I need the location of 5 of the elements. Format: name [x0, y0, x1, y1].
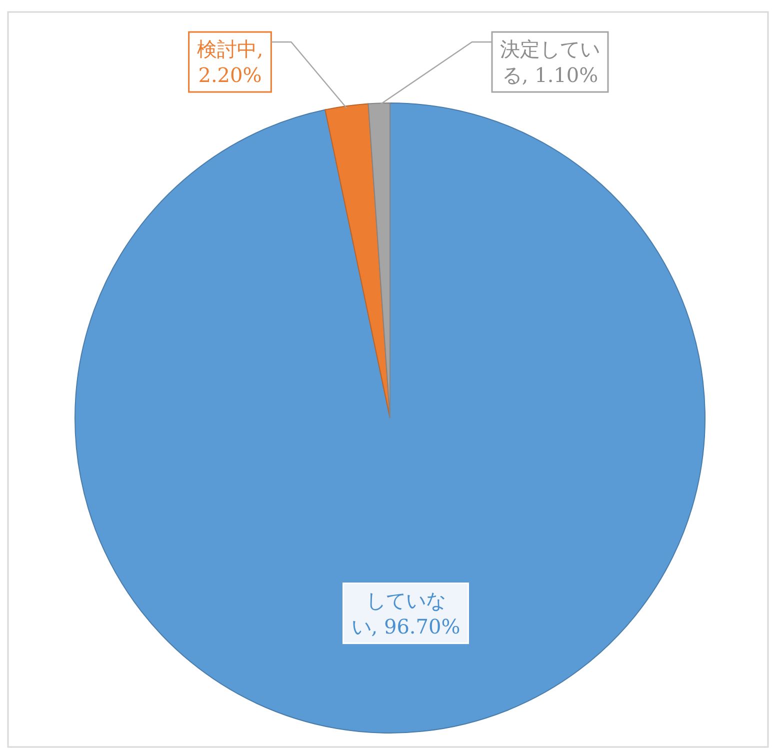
slice-label: していない, 96.70% [351, 588, 460, 638]
slice-label: 決定している, 1.10% [500, 37, 600, 87]
pie-slice [75, 102, 706, 734]
pie-slice [324, 103, 390, 418]
slice-label: 検討中, 2.20% [196, 37, 264, 87]
